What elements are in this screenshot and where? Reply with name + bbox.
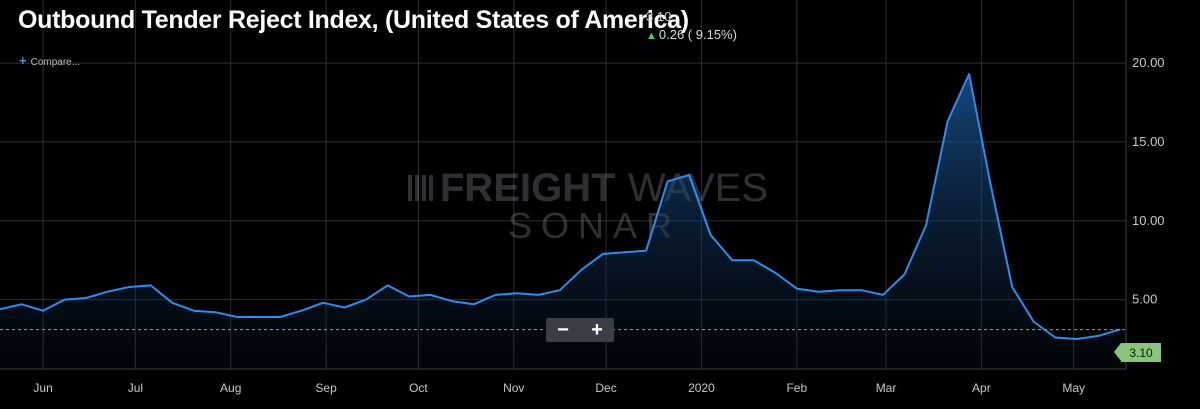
x-tick-label: Mar xyxy=(876,381,897,395)
data-point xyxy=(903,273,906,276)
chart-series xyxy=(0,73,1126,369)
y-tick-label: 10.00 xyxy=(1132,213,1165,228)
data-point xyxy=(516,292,518,295)
data-point xyxy=(451,300,454,303)
series-area xyxy=(0,74,1120,369)
data-point xyxy=(946,120,949,123)
data-point xyxy=(149,284,152,287)
data-point xyxy=(20,303,23,306)
data-point xyxy=(752,259,755,262)
data-point xyxy=(42,309,44,312)
data-point xyxy=(300,309,303,312)
data-point xyxy=(580,268,583,271)
data-point xyxy=(1032,320,1035,323)
data-point xyxy=(128,286,130,288)
data-point xyxy=(1119,328,1121,331)
data-point xyxy=(925,224,927,227)
up-arrow-icon: ▲ xyxy=(646,30,657,42)
data-point xyxy=(257,316,260,318)
data-point xyxy=(666,180,669,183)
data-point xyxy=(645,249,647,252)
data-point xyxy=(1097,335,1100,337)
data-point xyxy=(171,302,174,304)
data-point xyxy=(709,234,712,236)
data-point xyxy=(817,290,820,293)
data-point xyxy=(279,316,281,318)
zoom-in-button[interactable]: + xyxy=(591,318,603,341)
change-indicator: ▲ 0.26 ( 9.15%) xyxy=(646,27,737,42)
x-tick-label: Apr xyxy=(972,381,991,395)
data-point xyxy=(408,295,411,298)
data-point xyxy=(236,316,238,318)
data-point xyxy=(623,251,626,254)
data-point xyxy=(343,306,346,309)
x-tick-label: May xyxy=(1062,381,1085,395)
data-point xyxy=(774,272,777,274)
watermark-sonar: SONAR xyxy=(508,205,681,246)
data-point xyxy=(63,298,66,301)
watermark-freight: FREIGHT xyxy=(440,166,616,210)
last-value: 3.10 xyxy=(646,9,672,24)
chart-title: Outbound Tender Reject Index, (United St… xyxy=(18,6,689,34)
zoom-control: − + xyxy=(546,318,614,342)
y-tick-label: 20.00 xyxy=(1132,55,1165,70)
x-tick-label: Oct xyxy=(409,381,428,395)
data-point xyxy=(1054,336,1056,339)
data-point xyxy=(473,303,475,306)
data-point xyxy=(731,259,733,262)
data-point xyxy=(85,297,87,299)
chart-axes: Jun Jul Aug Sep Oct Nov Dec 2020 Feb Mar Apr May 5.0… xyxy=(0,0,1165,395)
data-point xyxy=(214,311,217,314)
x-tick-label: 2020 xyxy=(688,381,715,395)
data-point xyxy=(106,290,109,293)
data-point xyxy=(796,287,798,290)
y-tick-label: 5.00 xyxy=(1132,292,1157,307)
data-point xyxy=(860,289,863,292)
x-tick-label: Feb xyxy=(786,381,807,395)
data-point xyxy=(0,308,1,310)
freightwaves-sonar-watermark: FREIGHT WAVES SONAR xyxy=(408,166,768,246)
data-point xyxy=(1011,286,1013,288)
current-value-tag: 3.10 xyxy=(1114,343,1161,362)
data-point xyxy=(968,73,970,75)
data-point xyxy=(1076,338,1078,340)
y-tick-label: 15.00 xyxy=(1132,134,1165,149)
data-point xyxy=(839,289,841,292)
data-point xyxy=(429,294,432,296)
data-point xyxy=(882,294,884,296)
x-tick-label: Nov xyxy=(503,381,524,395)
x-tick-label: Dec xyxy=(595,381,616,395)
plus-icon: + xyxy=(19,53,27,68)
data-point xyxy=(193,309,195,312)
x-tick-label: Jun xyxy=(33,381,52,395)
watermark-logo-icon xyxy=(408,175,433,201)
x-tick-label: Aug xyxy=(220,381,241,395)
data-point xyxy=(602,253,604,255)
x-tick-label: Jul xyxy=(128,381,143,395)
compare-label: Compare... xyxy=(30,57,81,68)
zoom-out-button[interactable]: − xyxy=(557,318,569,341)
data-point xyxy=(365,298,367,301)
data-point xyxy=(494,294,497,296)
change-value: 0.26 ( 9.15%) xyxy=(658,27,737,42)
data-point xyxy=(537,294,540,296)
data-point xyxy=(386,284,389,287)
data-point xyxy=(989,183,992,186)
data-point xyxy=(688,174,690,176)
compare-button[interactable]: + Compare... xyxy=(19,53,80,68)
data-point xyxy=(322,302,324,304)
x-tick-label: Sep xyxy=(315,381,337,395)
data-point xyxy=(559,289,561,292)
